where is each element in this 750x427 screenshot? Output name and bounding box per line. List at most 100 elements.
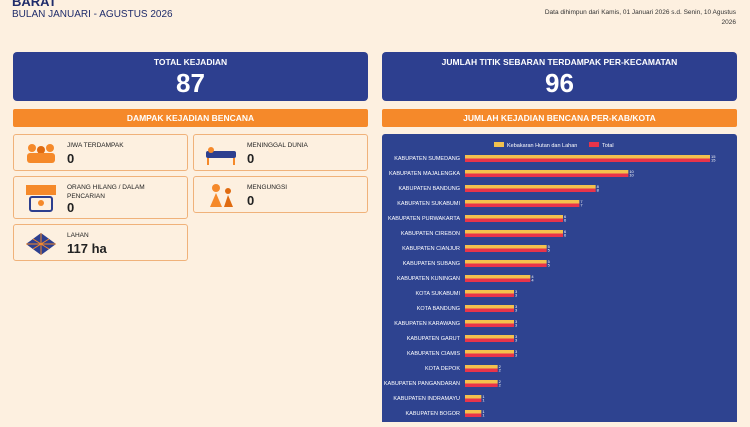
section-header: DAMPAK KEJADIAN BENCANA	[13, 109, 368, 127]
value-label: 3	[515, 334, 518, 339]
bar	[465, 290, 514, 294]
category-label: KABUPATEN CIREBON	[401, 231, 460, 237]
category-label: KABUPATEN KARAWANG	[394, 321, 460, 327]
total-card: TOTAL KEJADIAN 87	[13, 52, 368, 101]
value-label: 6	[564, 214, 567, 219]
card-value: 96	[545, 68, 574, 98]
category-label: KABUPATEN SUMEDANG	[394, 156, 460, 162]
value-label: 8	[597, 184, 600, 189]
bar	[465, 305, 514, 309]
value-label: 15	[711, 154, 716, 159]
impact-value: 117 ha	[67, 241, 107, 256]
bar	[465, 230, 563, 234]
value-label: 2	[499, 383, 502, 388]
bar	[465, 245, 547, 249]
category-label: KABUPATEN KUNINGAN	[397, 276, 460, 282]
value-label: 3	[515, 293, 518, 298]
legend-swatch	[494, 142, 504, 147]
impact-label: LAHAN	[67, 232, 89, 239]
value-label: 3	[515, 289, 518, 294]
bar	[465, 158, 710, 162]
bar	[465, 320, 514, 324]
value-label: 2	[499, 364, 502, 369]
bar	[465, 308, 514, 312]
category-label: KOTA SUKABUMI	[415, 291, 460, 297]
bar	[465, 380, 498, 384]
category-label: KABUPATEN BOGOR	[405, 411, 460, 417]
bar	[465, 263, 547, 267]
value-label: 1	[482, 413, 485, 418]
impact-label: MENGUNGSI	[247, 184, 288, 191]
impact-value: 0	[247, 151, 255, 166]
bar	[465, 173, 629, 177]
value-label: 3	[515, 308, 518, 313]
impact-label: JIWA TERDAMPAK	[67, 142, 124, 149]
bar	[465, 203, 580, 207]
bar	[465, 383, 498, 387]
value-label: 7	[580, 199, 583, 204]
category-label: KABUPATEN PANGANDARAN	[384, 381, 460, 387]
bar	[465, 260, 547, 264]
value-label: 3	[515, 353, 518, 358]
impact-label: ORANG HILANG / DALAM PENCARIAN	[67, 184, 145, 200]
bar	[465, 278, 531, 282]
deceased-icon	[206, 147, 236, 165]
subtitle: BULAN JANUARI - AGUSTUS 2026	[12, 9, 173, 20]
value-label: 4	[531, 274, 534, 279]
impact-box: JIWA TERDAMPAK 0	[13, 134, 188, 171]
bar	[465, 398, 482, 402]
value-label: 2	[499, 379, 502, 384]
value-label: 2	[499, 368, 502, 373]
value-label: 6	[564, 229, 567, 234]
missing-icon	[26, 185, 56, 212]
bar	[465, 200, 580, 204]
impact-label: MENINGGAL DUNIA	[247, 142, 308, 149]
category-label: KOTA DEPOK	[425, 366, 460, 372]
value-label: 10	[629, 169, 634, 174]
category-label: KABUPATEN CIANJUR	[402, 246, 460, 252]
impact-box: MENGUNGSI 0	[193, 176, 368, 213]
value-label: 1	[482, 409, 485, 414]
category-label: KABUPATEN INDRAMAYU	[393, 396, 460, 402]
value-label: 5	[548, 263, 551, 268]
category-label: KABUPATEN BANDUNG	[398, 186, 460, 192]
impact-box: ORANG HILANG / DALAM PENCARIAN 0	[13, 176, 188, 219]
category-label: KOTA BANDUNG	[417, 306, 460, 312]
category-label: KABUPATEN MAJALENGKA	[389, 171, 460, 177]
value-label: 3	[515, 304, 518, 309]
impact-value: 0	[247, 193, 255, 208]
bar	[465, 275, 531, 279]
bar	[465, 368, 498, 372]
bar	[465, 350, 514, 354]
value-label: 6	[564, 218, 567, 223]
bar	[465, 365, 498, 369]
category-label: KABUPATEN PURWAKARTA	[388, 216, 460, 222]
bar	[465, 353, 514, 357]
value-label: 3	[515, 349, 518, 354]
value-label: 1	[482, 394, 485, 399]
spread-card: JUMLAH TITIK SEBARAN TERDAMPAK PER-KECAM…	[382, 52, 737, 101]
card-label: JUMLAH TITIK SEBARAN TERDAMPAK PER-KECAM…	[441, 57, 678, 67]
category-label: KABUPATEN SUKABUMI	[397, 201, 460, 207]
legend-label: Total	[602, 143, 614, 149]
people-icon	[27, 144, 55, 163]
legend-label: Kebakaran Hutan dan Lahan	[507, 143, 577, 149]
value-label: 5	[548, 259, 551, 264]
impact-box: LAHAN 117 ha	[13, 224, 188, 261]
bar	[465, 185, 596, 189]
legend-swatch	[589, 142, 599, 147]
bar	[465, 215, 563, 219]
value-label: 5	[548, 248, 551, 253]
data-note: Data dihimpun dari Kamis, 01 Januari 202…	[544, 9, 736, 26]
impact-value: 0	[67, 151, 75, 166]
value-label: 15	[711, 158, 716, 163]
card-value: 87	[176, 68, 205, 98]
bar	[465, 323, 514, 327]
bar	[465, 170, 629, 174]
value-label: 7	[580, 203, 583, 208]
impact-value: 0	[67, 200, 75, 215]
title: BARAT	[12, 0, 57, 9]
land-icon	[26, 233, 56, 255]
bar	[465, 188, 596, 192]
chart: Kebakaran Hutan dan Lahan Total KABUPATEN …	[384, 142, 716, 418]
